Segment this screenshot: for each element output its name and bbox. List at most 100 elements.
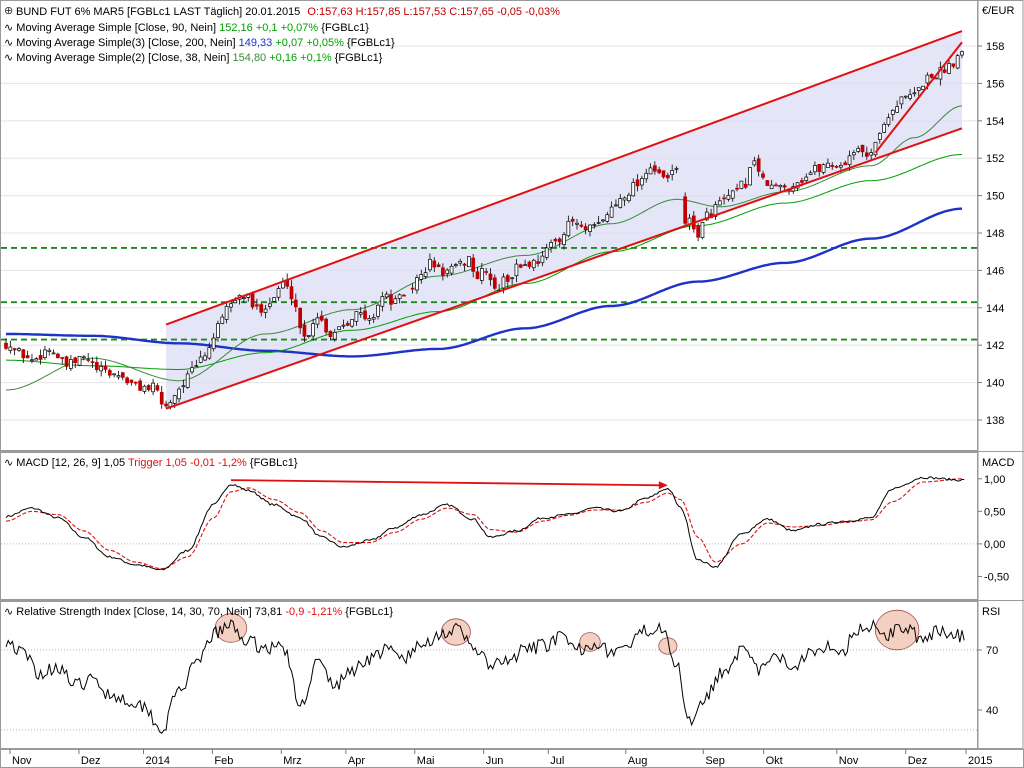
candle	[229, 302, 233, 313]
candle	[34, 357, 39, 361]
candle	[428, 253, 432, 273]
candle-body	[302, 324, 307, 337]
candle	[289, 280, 294, 306]
candle	[181, 379, 186, 393]
candle	[518, 263, 523, 269]
candle	[903, 95, 908, 100]
candle	[103, 360, 108, 373]
divergence-arrow-line	[230, 479, 662, 487]
candle-body	[467, 256, 471, 268]
candle-body	[886, 117, 891, 125]
candle	[423, 267, 428, 279]
macd-tick-label: 1,00	[984, 474, 1005, 486]
candle	[164, 400, 168, 409]
candle	[272, 297, 277, 302]
candle-body	[77, 355, 82, 366]
macd-legend[interactable]: ∿ MACD [12, 26, 9] 1,05 Trigger 1,05 -0,…	[4, 457, 298, 469]
candle-body	[242, 297, 246, 299]
candle-body	[683, 196, 687, 224]
candle-body	[371, 317, 376, 320]
macd-legend-ric: {FGBLc1}	[250, 457, 298, 469]
candle-body	[618, 198, 623, 208]
candle-body	[752, 160, 757, 166]
ma200-legend-change: +0,07 +0,05%	[275, 37, 344, 49]
channel-lower-line	[165, 127, 963, 410]
candle-body	[259, 304, 264, 313]
candle	[142, 384, 147, 395]
candle-body	[449, 265, 454, 274]
candle	[696, 222, 700, 242]
candle-body	[640, 178, 644, 186]
candle	[311, 318, 315, 341]
candle-body	[142, 385, 147, 392]
candle	[713, 201, 718, 220]
ma90-legend[interactable]: ∿ Moving Average Simple [Close, 90, Nein…	[4, 22, 369, 34]
candle	[834, 165, 839, 169]
candle	[826, 158, 830, 168]
candle	[363, 304, 367, 321]
ma200-legend[interactable]: ∿ Moving Average Simple(3) [Close, 200, …	[4, 37, 395, 49]
candle	[177, 386, 181, 403]
candle-body	[877, 132, 882, 140]
rsi-legend[interactable]: ∿ Relative Strength Index [Close, 14, 30…	[4, 606, 393, 618]
candle	[133, 381, 138, 386]
x-tick-label: Sep	[705, 755, 725, 767]
candle-body	[47, 349, 52, 352]
candle-body	[735, 187, 739, 190]
candle-body	[583, 226, 588, 230]
candle	[380, 291, 385, 312]
candle	[129, 379, 134, 386]
ma38-legend[interactable]: ∿ Moving Average Simple(2) [Close, 38, N…	[4, 52, 383, 64]
candle-body	[817, 163, 822, 172]
candle	[471, 254, 476, 278]
candle-body	[112, 373, 116, 376]
candle-body	[869, 152, 874, 156]
candle	[324, 317, 328, 335]
candle	[921, 85, 925, 90]
candle-body	[570, 218, 575, 222]
candle	[726, 189, 731, 202]
candle-body	[890, 109, 895, 115]
candle	[371, 313, 376, 324]
candle-body	[527, 261, 532, 267]
macd-tick-label: -0,50	[984, 571, 1009, 583]
price-legend-icon[interactable]: ⊕	[4, 5, 13, 17]
candle	[77, 355, 82, 367]
candle-body	[765, 180, 770, 186]
ma90-legend-ric: {FGBLc1}	[321, 22, 369, 34]
candle	[653, 161, 657, 175]
candle	[670, 164, 675, 181]
candle	[99, 361, 104, 377]
candle-body	[432, 260, 437, 268]
candle-body	[882, 124, 886, 133]
candle-body	[726, 195, 731, 200]
rsi-panel-frame	[0, 601, 978, 749]
candle-body	[644, 172, 649, 180]
rsi-legend-ric: {FGBLc1}	[345, 606, 393, 618]
wave-icon: ∿	[4, 52, 13, 64]
candle	[739, 180, 744, 190]
candle	[579, 220, 584, 228]
candle	[445, 268, 450, 278]
candle-body	[103, 365, 108, 370]
candle-body	[30, 359, 34, 362]
candle	[255, 298, 259, 310]
unit-label: €/EUR	[982, 5, 1014, 17]
candle-body	[328, 330, 333, 337]
candle	[21, 349, 26, 364]
candle	[856, 145, 861, 154]
candle-body	[518, 264, 523, 268]
candle-body	[220, 316, 225, 325]
candle	[389, 289, 393, 311]
candle	[614, 199, 618, 207]
candle	[203, 352, 207, 362]
candle-body	[717, 200, 722, 206]
x-tick-label: Apr	[348, 755, 365, 767]
candle	[488, 268, 493, 286]
channel-upper-line	[165, 30, 963, 326]
candle	[761, 170, 765, 180]
candle-body	[350, 318, 354, 327]
candle	[402, 294, 406, 297]
candle	[523, 259, 527, 267]
candle	[90, 357, 95, 369]
